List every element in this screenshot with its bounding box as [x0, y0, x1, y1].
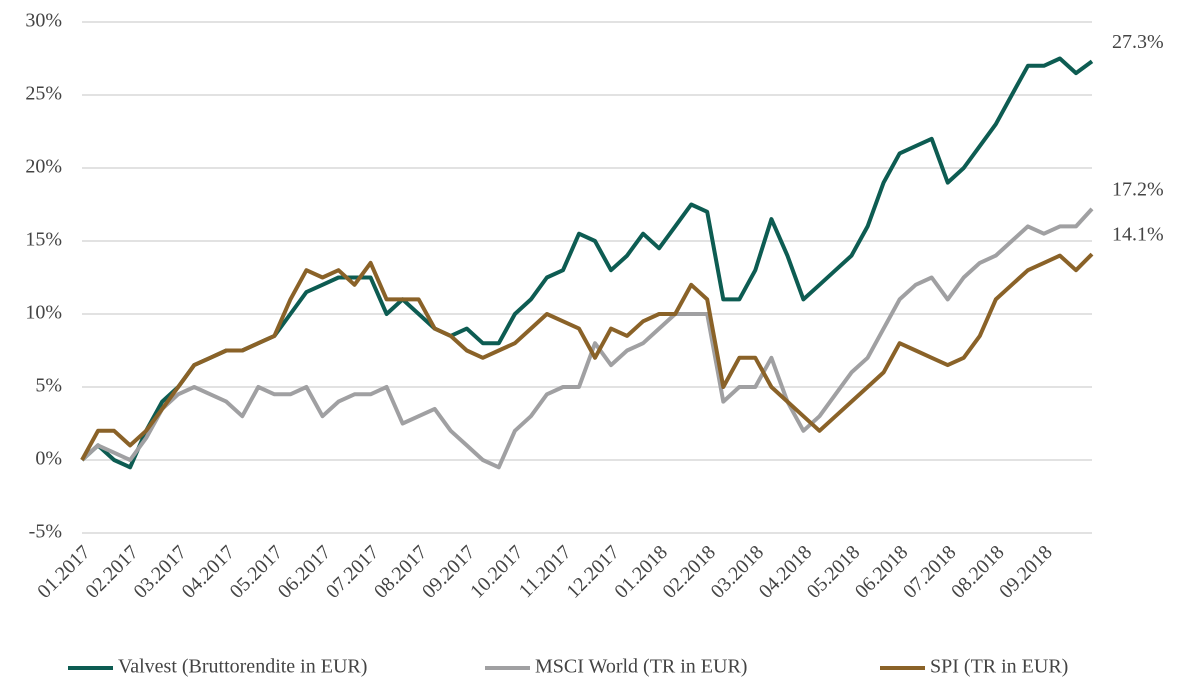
x-tick-label: 08.2017	[370, 541, 432, 603]
x-tick-label: 03.2018	[707, 541, 769, 603]
y-tick-label: 20%	[25, 156, 62, 178]
x-tick-label: 05.2017	[226, 541, 288, 603]
x-tick-label: 04.2018	[755, 541, 817, 603]
y-tick-label: 30%	[25, 10, 62, 32]
legend-item: MSCI World (TR in EUR)	[485, 656, 747, 678]
x-tick-label: 12.2017	[562, 541, 624, 603]
y-tick-label: 5%	[35, 375, 62, 397]
legend-item: SPI (TR in EUR)	[880, 656, 1068, 678]
y-tick-label: 25%	[25, 83, 62, 105]
y-tick-label: -5%	[29, 521, 62, 543]
x-tick-label: 09.2017	[418, 541, 480, 603]
x-tick-label: 10.2017	[466, 541, 528, 603]
x-tick-label: 06.2017	[274, 541, 336, 603]
legend-item: Valvest (Bruttorendite in EUR)	[68, 656, 367, 678]
x-tick-label: 01.2017	[33, 541, 95, 603]
x-tick-label: 02.2017	[81, 541, 143, 603]
x-tick-label: 05.2018	[803, 541, 865, 603]
x-tick-label: 04.2017	[178, 541, 240, 603]
x-tick-label: 02.2018	[659, 541, 721, 603]
x-tick-label: 08.2018	[947, 541, 1009, 603]
x-tick-label: 03.2017	[129, 541, 191, 603]
end-label: 17.2%	[1112, 178, 1164, 200]
x-tick-label: 11.2017	[515, 541, 576, 602]
series-line	[80, 207, 1094, 470]
legend-label: MSCI World (TR in EUR)	[535, 656, 747, 678]
x-tick-label: 07.2017	[322, 541, 384, 603]
series-line	[80, 252, 1094, 461]
x-tick-label: 06.2018	[851, 541, 913, 603]
legend-label: SPI (TR in EUR)	[930, 656, 1068, 678]
y-tick-label: 0%	[35, 448, 62, 470]
y-tick-label: 10%	[25, 302, 62, 324]
x-tick-label: 01.2018	[610, 541, 672, 603]
y-tick-label: 15%	[25, 229, 62, 251]
end-label: 14.1%	[1112, 224, 1164, 246]
legend-label: Valvest (Bruttorendite in EUR)	[118, 656, 367, 678]
x-tick-label: 07.2018	[899, 541, 961, 603]
x-tick-label: 09.2018	[995, 541, 1057, 603]
end-label: 27.3%	[1112, 31, 1164, 53]
